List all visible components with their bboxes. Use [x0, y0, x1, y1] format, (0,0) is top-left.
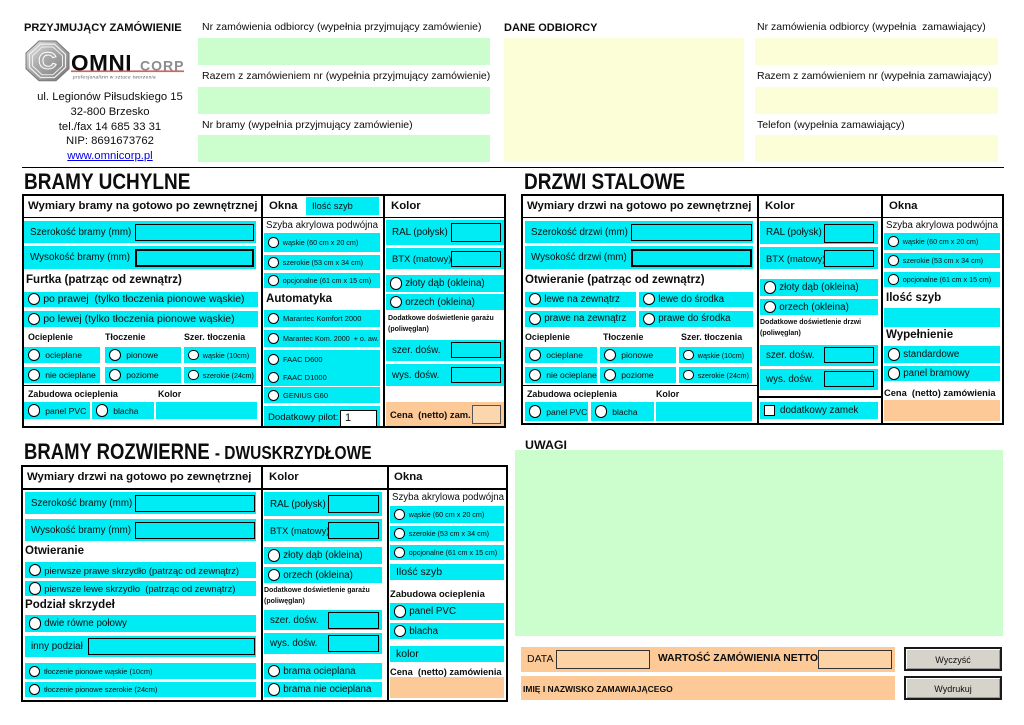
svg-text:CORP: CORP [140, 58, 184, 74]
svg-text:profesjonalizm w sztuce tworze: profesjonalizm w sztuce tworzenia [72, 75, 156, 80]
svg-text:C: C [38, 48, 57, 75]
